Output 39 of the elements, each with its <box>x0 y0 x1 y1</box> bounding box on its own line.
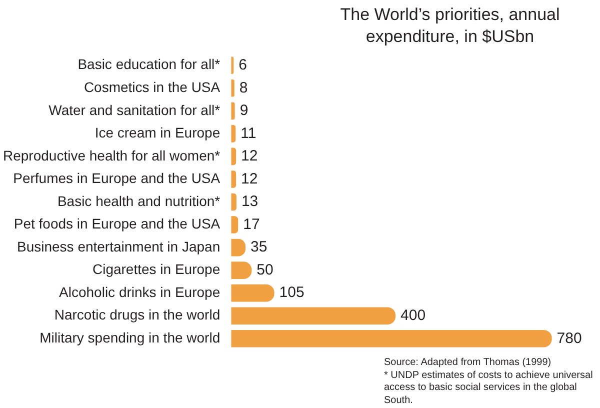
data-label: 9 <box>240 102 248 120</box>
data-label: 780 <box>556 330 582 347</box>
y-tick-label: Alcoholic drinks in Europe <box>59 284 220 300</box>
data-label: 12 <box>241 170 258 188</box>
data-label: 17 <box>243 216 260 233</box>
bar <box>231 330 552 348</box>
y-tick-label: Water and sanitation for all* <box>48 102 221 118</box>
bar <box>231 148 236 166</box>
y-tick-label: Perfumes in Europe and the USA <box>13 170 221 186</box>
data-label: 35 <box>250 238 268 256</box>
bar <box>231 80 234 97</box>
bar <box>231 102 235 120</box>
data-label: 400 <box>400 306 426 324</box>
text: * UNDP estimates of costs to achieve universal access to basic social services in the global South. <box>384 370 594 407</box>
y-tick-label: Reproductive health for all women* <box>2 147 221 164</box>
data-label: 13 <box>241 193 258 210</box>
y-tick-label: Pet foods in Europe and the USA <box>14 216 221 232</box>
bar <box>231 216 238 234</box>
bar <box>231 193 236 211</box>
data-label: 8 <box>239 79 248 96</box>
chart-title: The World’s priorities, annual expenditure, in $USbn <box>339 4 561 48</box>
source-note: Source: Adapted from Thomas (1999) <box>384 357 552 370</box>
data-label: 12 <box>241 148 258 165</box>
bar <box>231 284 274 302</box>
y-tick-label: Cosmetics in the USA <box>84 79 221 96</box>
bar <box>231 125 236 142</box>
y-tick-label: Military spending in the world <box>40 329 220 346</box>
bar <box>231 170 236 188</box>
bar <box>231 307 396 324</box>
y-tick-label: Narcotic drugs in the world <box>54 306 220 323</box>
y-tick-label: Business entertainment in Japan <box>16 238 220 254</box>
data-label: 6 <box>238 56 247 74</box>
y-tick-label: Basic education for all* <box>78 56 221 72</box>
y-tick-label: Cigarettes in Europe <box>92 261 220 278</box>
data-label: 105 <box>279 284 304 302</box>
data-label: 50 <box>256 261 274 278</box>
y-tick-label: Basic health and nutrition* <box>57 192 221 209</box>
y-tick-label: Ice cream in Europe <box>94 124 220 141</box>
data-label: 11 <box>240 124 256 142</box>
